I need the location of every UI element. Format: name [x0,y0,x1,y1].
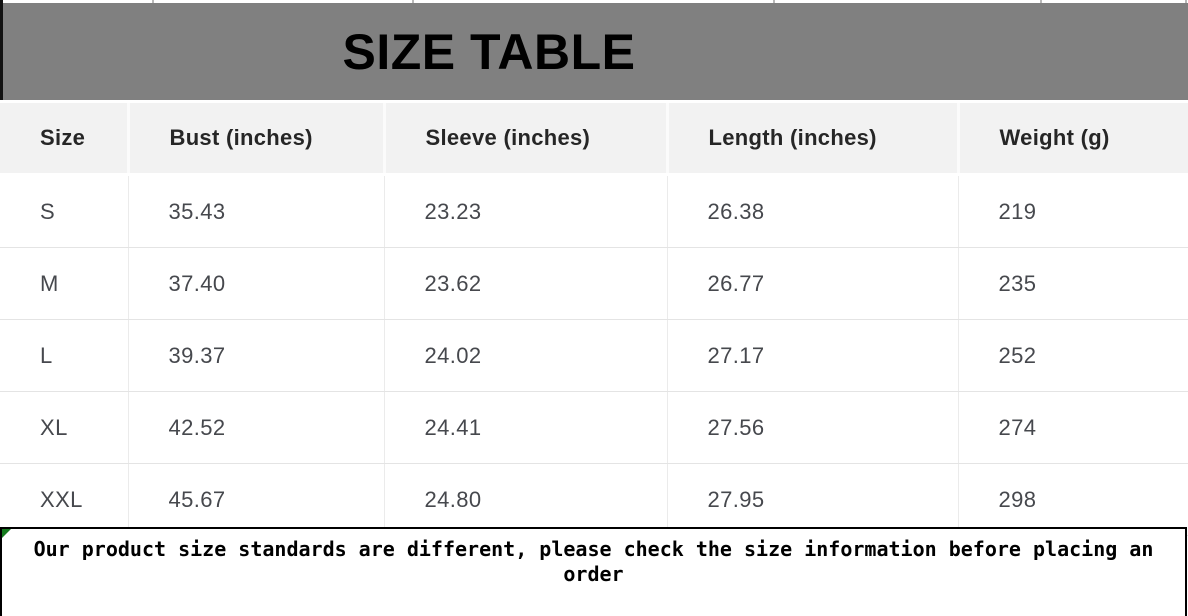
table-row-xxl: XXL 45.67 24.80 27.95 298 [0,463,1188,536]
size-table: Size Bust (inches) Sleeve (inches) Lengt… [0,103,1188,536]
cell-size: L [0,319,129,392]
page-title: SIZE TABLE [342,23,636,80]
cell-size: XXL [0,463,129,536]
size-note-text: Our product size standards are different… [33,537,1154,586]
size-note-box: Our product size standards are different… [0,527,1187,616]
cell-bust: 45.67 [128,463,385,536]
cell-sleeve: 24.80 [384,463,668,536]
cell-bust: 42.52 [128,391,385,464]
cell-length: 27.56 [667,391,959,464]
cell-length: 27.17 [667,319,959,392]
gridline-tick [773,0,775,3]
gridline-tick [1040,0,1042,3]
cell-length: 26.77 [667,247,959,320]
column-header-sleeve: Sleeve (inches) [384,103,669,176]
gridline-tick [152,0,154,3]
cell-sleeve: 24.02 [384,319,668,392]
title-banner: SIZE TABLE [0,0,1188,100]
cell-weight: 298 [958,463,1188,536]
table-row-l: L 39.37 24.02 27.17 252 [0,319,1188,392]
cell-weight: 274 [958,391,1188,464]
column-header-weight: Weight (g) [958,103,1188,176]
table-header-row: Size Bust (inches) Sleeve (inches) Lengt… [0,103,1188,176]
gridline-tick [412,0,414,3]
cell-bust: 37.40 [128,247,385,320]
cell-sleeve: 23.23 [384,174,668,248]
cell-size: XL [0,391,129,464]
table-row-s: S 35.43 23.23 26.38 219 [0,174,1188,248]
left-border-line [0,0,3,100]
gridline-tick [1185,0,1187,3]
cell-sleeve: 23.62 [384,247,668,320]
cell-weight: 219 [958,174,1188,248]
cell-weight: 235 [958,247,1188,320]
column-header-length: Length (inches) [667,103,960,176]
cell-sleeve: 24.41 [384,391,668,464]
cell-weight: 252 [958,319,1188,392]
cell-bust: 39.37 [128,319,385,392]
column-header-bust: Bust (inches) [128,103,386,176]
green-corner-marker [2,529,11,538]
column-header-size: Size [0,103,130,176]
cell-size: S [0,174,129,248]
table-row-xl: XL 42.52 24.41 27.56 274 [0,391,1188,464]
table-row-m: M 37.40 23.62 26.77 235 [0,247,1188,320]
cell-length: 27.95 [667,463,959,536]
cell-size: M [0,247,129,320]
cell-bust: 35.43 [128,174,385,248]
cell-length: 26.38 [667,174,959,248]
